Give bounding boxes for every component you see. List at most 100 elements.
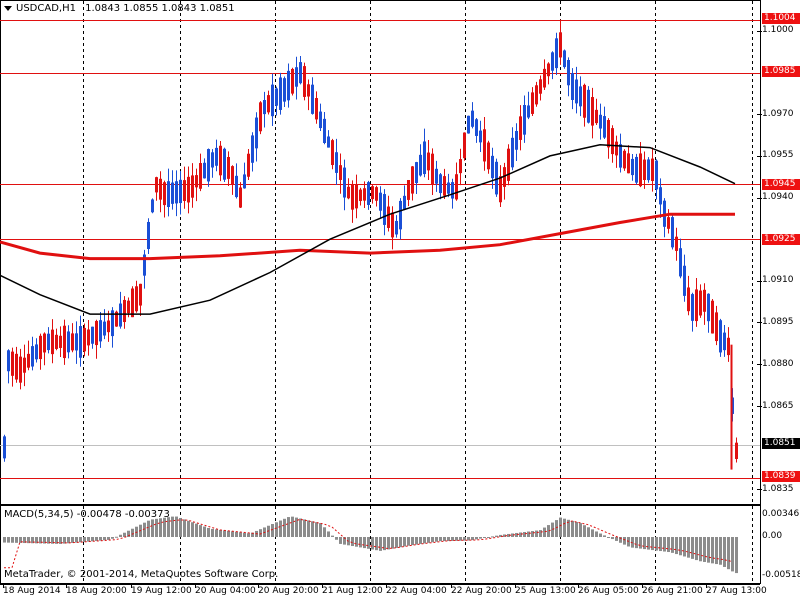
macd-bar (211, 528, 214, 537)
candle-body (191, 175, 194, 198)
symbol-label: USDCAD,H1 (16, 3, 76, 14)
candle-body (355, 184, 358, 209)
candle-body (407, 179, 410, 200)
candle-body (127, 300, 130, 314)
candle-body (323, 118, 326, 143)
macd-bar (231, 531, 234, 537)
candle-body (123, 299, 126, 323)
candle-body (371, 186, 374, 200)
macd-bar (235, 531, 238, 537)
candle-body (283, 78, 286, 102)
candle-body (419, 154, 422, 176)
macd-bar (687, 537, 690, 558)
candle-body (35, 344, 38, 360)
candle-body (687, 287, 690, 312)
macd-bar (307, 520, 310, 537)
hline-label[interactable]: 1.0925 (762, 234, 800, 245)
candle-body (51, 329, 54, 355)
macd-bar (203, 526, 206, 537)
dropdown-triangle-icon[interactable] (4, 5, 12, 11)
candle-body (263, 100, 266, 115)
candle-body (183, 180, 186, 201)
candle-body (639, 153, 642, 187)
candle-body (379, 192, 382, 211)
macd-bar (723, 537, 726, 567)
macd-bar (147, 520, 150, 537)
current-price-label: 1.0851 (762, 438, 800, 449)
candle-body (299, 62, 302, 84)
macd-bar (287, 517, 290, 537)
candle-body (655, 160, 658, 190)
macd-bar (543, 527, 546, 537)
macd-bar (711, 537, 714, 564)
hline-label[interactable]: 1.0985 (762, 66, 800, 77)
macd-bar (127, 530, 130, 537)
candle-body (491, 155, 494, 179)
macd-bar (487, 537, 490, 538)
macd-bar (499, 534, 502, 537)
macd-bar (443, 537, 446, 542)
hline-label[interactable]: 1.0945 (762, 179, 800, 190)
candle-body (139, 283, 142, 306)
macd-bar (567, 519, 570, 537)
candle-body (591, 97, 594, 126)
candle-body (619, 144, 622, 168)
macd-bar (339, 537, 342, 544)
time-tick: 18 Aug 2014 (3, 586, 61, 596)
macd-bar (55, 537, 58, 544)
macd-bar (87, 537, 90, 542)
price-tick: 1.0835 (762, 484, 794, 494)
macd-bar (651, 537, 654, 551)
candle-body (707, 293, 710, 322)
candle-body (119, 303, 122, 327)
macd-bar (175, 516, 178, 537)
hline-label[interactable]: 1.1004 (762, 13, 800, 24)
macd-bar (511, 533, 514, 537)
candle-body (383, 194, 386, 225)
candle-body (519, 116, 522, 140)
macd-bar (251, 532, 254, 537)
macd-bar (667, 537, 670, 553)
candle-body (539, 79, 542, 94)
macd-bar (383, 537, 386, 551)
macd-bar (311, 521, 314, 537)
candle-body (351, 184, 354, 210)
candle-body (387, 206, 390, 228)
candle-body (675, 236, 678, 251)
macd-bar (411, 537, 414, 546)
candle-body (231, 166, 234, 185)
macd-bar (527, 531, 530, 537)
macd-bar (587, 527, 590, 537)
macd-bar (303, 519, 306, 537)
macd-bar (107, 537, 110, 540)
macd-bar (407, 537, 410, 546)
macd-bar (479, 537, 482, 539)
moving-average-fast (0, 144, 736, 315)
candle-body (279, 77, 282, 110)
macd-bar (123, 532, 126, 537)
macd-tick: -0.00518 (762, 570, 800, 580)
candle-body (171, 182, 174, 204)
candle-body (315, 98, 318, 120)
macd-bar (427, 537, 430, 543)
candle-body (295, 67, 298, 87)
candle-body (499, 176, 502, 203)
macd-bar (71, 537, 74, 543)
hline-label[interactable]: 1.0839 (762, 471, 800, 482)
candle-body (59, 335, 62, 348)
macd-bar (79, 537, 82, 543)
candle-body (599, 114, 602, 129)
macd-bar (7, 537, 10, 543)
macd-bar (375, 537, 378, 551)
macd-tick: 0.00 (762, 531, 783, 541)
candle-body (395, 220, 398, 235)
candle-body (291, 68, 294, 94)
macd-bar (391, 537, 394, 549)
macd-bar (155, 518, 158, 537)
candle-body (643, 159, 646, 180)
candle-body (359, 189, 362, 202)
candle-body (239, 187, 242, 208)
candle-body (651, 158, 654, 182)
price-tick: 1.0880 (762, 359, 794, 369)
